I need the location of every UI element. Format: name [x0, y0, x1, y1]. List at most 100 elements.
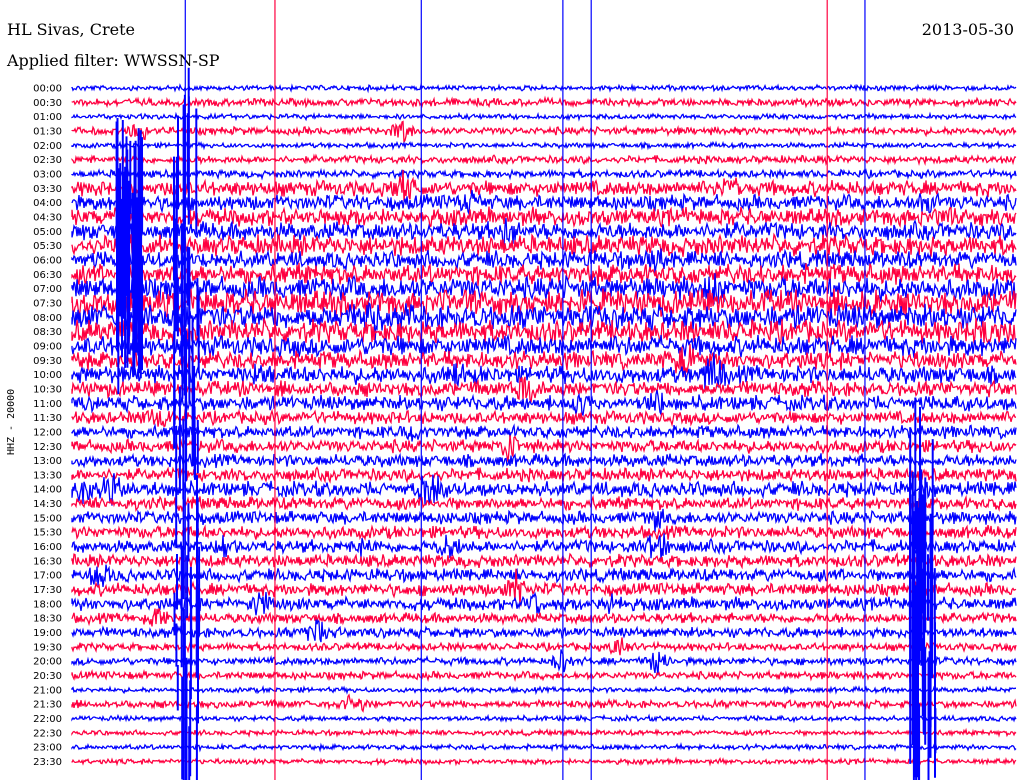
row-time-label: 01:30: [33, 126, 62, 137]
trace-line: [71, 756, 1017, 767]
trace-line: [71, 533, 1017, 561]
trace-line: [71, 120, 1017, 145]
row-time-label: 20:30: [33, 671, 62, 682]
row-time-label: 00:30: [33, 98, 62, 109]
y-axis-label: HHZ - 20000: [6, 389, 17, 455]
trace-line: [71, 494, 1017, 513]
trace-line: [71, 273, 1017, 305]
row-time-label: 06:00: [33, 255, 62, 266]
trace-line: [71, 344, 1017, 378]
trace-line: [71, 262, 1017, 287]
trace-line: [71, 742, 1017, 753]
trace-line: [71, 206, 1017, 229]
row-time-label: 21:30: [33, 700, 62, 711]
trace-line: [71, 452, 1017, 469]
row-time-label: 13:00: [33, 456, 62, 467]
filter-label: Applied filter: WWSSN-SP: [7, 51, 220, 70]
trace-line: [71, 83, 1017, 94]
row-time-label: 02:30: [33, 155, 62, 166]
trace-line: [71, 473, 1017, 506]
row-time-label: 19:30: [33, 642, 62, 653]
row-time-label: 04:30: [33, 212, 62, 223]
trace-line: [71, 301, 1017, 343]
row-time-label: 19:00: [33, 628, 62, 639]
row-time-label: 12:00: [33, 427, 62, 438]
row-time-label: 17:00: [33, 571, 62, 582]
row-time-label: 12:30: [33, 442, 62, 453]
row-time-label: 23:00: [33, 743, 62, 754]
row-time-label: 05:30: [33, 241, 62, 252]
trace-line: [71, 591, 1017, 616]
trace-line: [71, 333, 1017, 358]
row-time-label: 22:30: [33, 728, 62, 739]
trace-line: [71, 668, 1017, 682]
trace-line: [71, 316, 1017, 345]
row-time-label: 14:30: [33, 499, 62, 510]
trace-line: [71, 619, 1017, 643]
trace-line: [71, 564, 1017, 587]
trace-line: [71, 153, 1017, 167]
trace-line: [71, 435, 1017, 462]
row-time-label: 10:30: [33, 384, 62, 395]
trace-line: [71, 637, 1017, 656]
row-time-label: 06:30: [33, 270, 62, 281]
row-time-label: 16:30: [33, 556, 62, 567]
trace-line: [71, 551, 1017, 570]
row-time-label: 13:30: [33, 470, 62, 481]
row-time-label: 09:00: [33, 341, 62, 352]
date-label: 2013-05-30: [921, 20, 1014, 39]
trace-line: [71, 167, 1017, 181]
trace-line: [71, 95, 1017, 109]
trace-line: [71, 713, 1017, 724]
row-time-label: 18:00: [33, 599, 62, 610]
row-time-label: 05:00: [33, 227, 62, 238]
row-time-label: 22:00: [33, 714, 62, 725]
row-time-label: 11:30: [33, 413, 62, 424]
trace-line: [71, 169, 1017, 201]
row-time-label: 08:30: [33, 327, 62, 338]
row-time-label: 20:00: [33, 657, 62, 668]
row-time-label: 23:30: [33, 757, 62, 768]
large-event: [173, 67, 201, 780]
row-time-label: 04:00: [33, 198, 62, 209]
trace-line: [71, 568, 1017, 607]
trace-line: [71, 693, 1017, 713]
row-time-label: 08:00: [33, 313, 62, 324]
trace-line: [71, 232, 1017, 258]
trace-line: [71, 423, 1017, 442]
station-title: HL Sivas, Crete: [7, 20, 135, 39]
trace-line: [71, 466, 1017, 484]
large-event: [115, 118, 144, 395]
row-time-label: 02:00: [33, 141, 62, 152]
row-time-label: 17:30: [33, 585, 62, 596]
row-time-label: 01:00: [33, 112, 62, 123]
trace-line: [71, 608, 1017, 627]
trace-line: [71, 189, 1017, 217]
row-time-label: 10:00: [33, 370, 62, 381]
row-time-label: 21:00: [33, 685, 62, 696]
trace-line: [71, 140, 1017, 151]
row-time-label: 07:30: [33, 298, 62, 309]
trace-line: [71, 376, 1017, 403]
trace-line: [71, 508, 1017, 533]
row-time-label: 03:30: [33, 184, 62, 195]
row-time-label: 15:30: [33, 528, 62, 539]
trace-line: [71, 390, 1017, 417]
trace-line: [71, 217, 1017, 247]
row-time-label: 03:00: [33, 169, 62, 180]
row-time-label: 14:00: [33, 485, 62, 496]
row-time-label: 11:00: [33, 399, 62, 410]
row-time-label: 09:30: [33, 356, 62, 367]
row-time-label: 00:00: [33, 84, 62, 95]
trace-line: [71, 524, 1017, 542]
row-time-label: 15:00: [33, 513, 62, 524]
trace-line: [71, 248, 1017, 275]
trace-line: [71, 111, 1017, 122]
row-time-label: 18:30: [33, 614, 62, 625]
row-time-label: 16:00: [33, 542, 62, 553]
row-time-label: 07:00: [33, 284, 62, 295]
trace-line: [71, 351, 1017, 390]
trace-line: [71, 649, 1017, 676]
